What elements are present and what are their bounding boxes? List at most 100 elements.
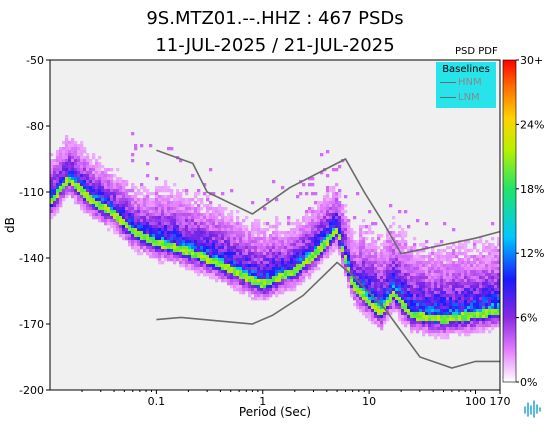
density-cell [251,261,255,265]
density-cell [488,297,492,301]
density-cell [266,198,270,202]
density-cell [272,249,276,253]
density-cell [263,237,267,241]
density-cell [389,300,393,304]
density-cell [242,255,246,259]
density-cell [89,186,93,190]
legend-title: Baselines [442,64,490,75]
density-cell [461,318,465,322]
density-cell [425,276,429,280]
density-cell [308,222,312,226]
density-cell [188,267,192,271]
density-cell [143,219,147,223]
density-cell [332,192,336,196]
density-cell [374,321,378,325]
density-cell [437,249,441,253]
density-cell [275,291,279,295]
density-cell [185,216,189,220]
density-cell [191,204,195,208]
density-cell [170,255,174,259]
density-cell [455,285,459,289]
density-cell [419,321,423,325]
density-cell [209,243,213,247]
density-cell [320,231,324,235]
density-cell [365,225,369,229]
density-cell [317,261,321,265]
density-cell [176,225,180,229]
density-cell [236,273,240,277]
density-cell [443,291,447,295]
density-cell [158,195,162,199]
density-cell [308,243,312,247]
density-cell [137,231,141,235]
density-cell [380,276,384,280]
density-cell [77,195,81,199]
density-cell [380,324,384,328]
density-cell [236,270,240,274]
density-cell [329,189,333,193]
density-cell [260,267,264,271]
density-cell [473,306,477,310]
density-cell [419,294,423,298]
density-cell [416,270,420,274]
density-cell [311,222,315,226]
density-cell [197,273,201,277]
density-cell [215,243,219,247]
density-cell [473,279,477,283]
density-cell [431,258,435,262]
density-cell [362,276,366,280]
density-cell [83,201,87,205]
density-cell [485,270,489,274]
density-cell [455,252,459,256]
density-cell [83,168,87,172]
density-cell [389,279,393,283]
density-cell [359,264,363,268]
density-cell [332,201,336,205]
density-cell [206,231,210,235]
density-cell [431,285,435,289]
density-cell [65,186,69,190]
density-cell [278,246,282,250]
density-cell [434,252,438,256]
density-cell [62,141,66,145]
density-cell [239,228,243,232]
density-cell [416,309,420,313]
density-cell [128,216,132,220]
density-cell [212,231,216,235]
density-cell [452,303,456,307]
density-cell [245,225,249,229]
density-cell [497,306,500,310]
density-cell [212,213,216,217]
density-cell [479,300,483,304]
density-cell [347,282,351,286]
density-cell [461,321,465,325]
density-cell [89,210,93,214]
density-cell [419,270,423,274]
density-cell [197,249,201,253]
density-cell [179,222,183,226]
density-cell [446,312,450,316]
density-cell [245,282,249,286]
density-cell [464,330,468,334]
density-cell [83,198,87,202]
density-cell [344,210,348,214]
density-cell [170,195,174,199]
density-cell [467,324,471,328]
baseline-lines [156,149,500,369]
density-cell [278,273,282,277]
density-cell [209,270,213,274]
density-cell [65,180,69,184]
density-cell [494,300,498,304]
density-cell [317,237,321,241]
density-cell [494,309,498,313]
density-cell [251,240,255,244]
density-cell [221,237,225,241]
density-cell [155,192,159,196]
density-cell [344,243,348,247]
density-cell [266,261,270,265]
density-cell [287,252,291,256]
density-cell [158,240,162,244]
density-cell [185,225,189,229]
density-cell [428,285,432,289]
